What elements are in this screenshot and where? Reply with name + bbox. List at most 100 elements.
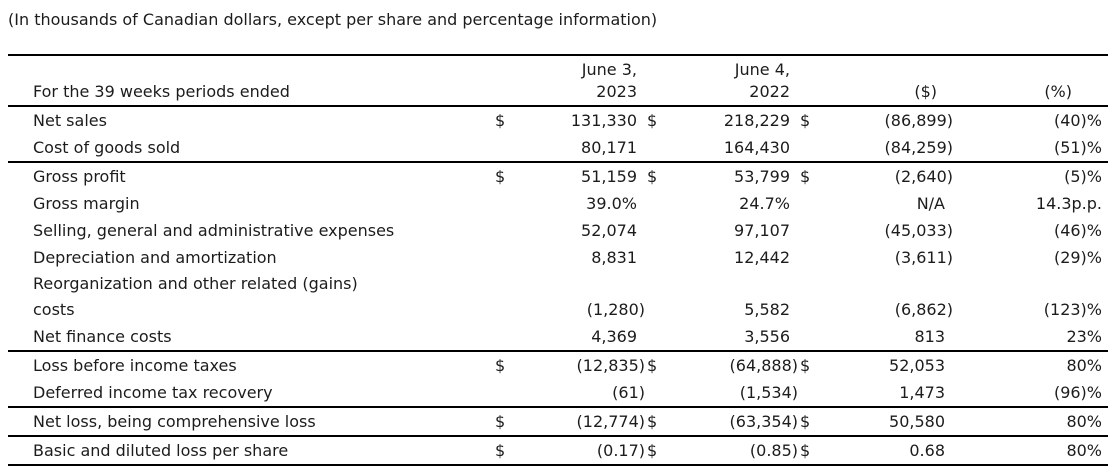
- change-dollar: (2,640): [894, 167, 953, 186]
- value-2022: (0.85): [749, 441, 798, 460]
- dollar-sign: [470, 190, 510, 217]
- dollar-sign: $: [647, 167, 658, 186]
- dollar-sign: [645, 323, 665, 351]
- change-dollar: 0.68: [909, 441, 945, 460]
- row-label: Basic and diluted loss per share: [33, 441, 289, 460]
- row-label: Loss before income taxes: [33, 356, 237, 375]
- change-percent: 80%: [1066, 356, 1102, 375]
- dollar-sign: [798, 271, 818, 323]
- header-row-labels: For the 39 weeks periods ended 2023 2022…: [8, 81, 1108, 106]
- value-2023: 39.0%: [586, 194, 637, 213]
- table-header: June 3, June 4, For the 39 weeks periods…: [8, 55, 1108, 106]
- row-label: Deferred income tax recovery: [33, 383, 273, 402]
- value-2022: 24.7%: [739, 194, 790, 213]
- change-dollar: 813: [914, 327, 945, 346]
- dollar-sign: [645, 134, 665, 162]
- dollar-sign: [798, 379, 818, 407]
- value-2023: 4,369: [591, 327, 637, 346]
- dollar-sign: [470, 323, 510, 351]
- date-2023-header-line2: 2023: [596, 82, 637, 101]
- table-row: Net sales $131,330 $218,229 $ (86,899) (40)%: [8, 106, 1108, 134]
- dollar-sign: $: [647, 111, 658, 130]
- header-spacer: [8, 55, 470, 81]
- value-2022: (63,354): [729, 412, 798, 431]
- dollar-sign: [470, 271, 510, 323]
- dollar-sign: $: [495, 111, 506, 130]
- value-2023: (61): [612, 383, 645, 402]
- value-2023: 52,074: [581, 221, 637, 240]
- table-row: Loss before income taxes $ (12,835) $ (64,88…: [8, 351, 1108, 379]
- change-dollar: 1,473: [899, 383, 945, 402]
- row-label: Cost of goods sold: [33, 138, 181, 157]
- dollar-sign: [645, 217, 665, 244]
- table-row: Selling, general and administrative expe…: [8, 217, 1108, 244]
- dollar-sign: [645, 379, 665, 407]
- dollar-sign: [798, 217, 818, 244]
- row-label: Selling, general and administrative expe…: [33, 221, 395, 240]
- row-label: Net loss, being comprehensive loss: [33, 412, 316, 431]
- value-2023: (12,835): [576, 356, 645, 375]
- value-2023: (0.17): [596, 441, 645, 460]
- table-row: Gross profit $51,159 $53,799 $ (2,640) (5)%: [8, 162, 1108, 190]
- value-2022: 218,229: [723, 111, 790, 130]
- change-dollar: 52,053: [889, 356, 945, 375]
- value-2022: 164,430: [723, 138, 790, 157]
- dollar-sign: $: [647, 441, 658, 460]
- dollar-sign: [798, 244, 818, 271]
- header-row-dates: June 3, June 4,: [8, 55, 1108, 81]
- header-spacer: [470, 55, 510, 81]
- value-2023: 131,330: [570, 111, 637, 130]
- units-caption: (In thousands of Canadian dollars, excep…: [8, 10, 658, 29]
- value-2022: 3,556: [744, 327, 790, 346]
- change-percent: (123)%: [1043, 300, 1102, 319]
- dollar-sign: $: [495, 412, 506, 431]
- change-percent: (96)%: [1053, 383, 1102, 402]
- dollar-sign: [470, 217, 510, 244]
- row-label: Depreciation and amortization: [33, 248, 277, 267]
- change-percent: 80%: [1066, 441, 1102, 460]
- dollar-sign: [798, 323, 818, 351]
- dollar-sign: $: [647, 356, 658, 375]
- change-percent: (5)%: [1064, 167, 1102, 186]
- period-header: For the 39 weeks periods ended: [33, 82, 290, 101]
- dollar-sign: $: [647, 412, 658, 431]
- value-2022: 5,582: [744, 300, 790, 319]
- dollar-sign: [470, 379, 510, 407]
- header-spacer: [818, 55, 953, 81]
- date-2022-header-line1: June 4,: [734, 60, 790, 79]
- financial-table: June 3, June 4, For the 39 weeks periods…: [8, 54, 1108, 466]
- value-2022: 97,107: [734, 221, 790, 240]
- header-spacer: [798, 81, 818, 106]
- change-dollar: (84,259): [884, 138, 953, 157]
- change-dollar: 50,580: [889, 412, 945, 431]
- dollar-sign: $: [800, 167, 811, 186]
- dollar-sign: [645, 190, 665, 217]
- table-row: Cost of goods sold 80,171 164,430 (84,259) (…: [8, 134, 1108, 162]
- table-row: Net loss, being comprehensive loss $ (12,7…: [8, 407, 1108, 436]
- dollar-sign: [798, 134, 818, 162]
- change-dollar: (45,033): [884, 221, 953, 240]
- header-spacer: [645, 81, 665, 106]
- header-spacer: [645, 55, 665, 81]
- change-percent: (29)%: [1053, 248, 1102, 267]
- table-row: Gross margin 39.0% 24.7% N/A 14.3p.p.: [8, 190, 1108, 217]
- value-2023: 80,171: [581, 138, 637, 157]
- value-2023: (12,774): [576, 412, 645, 431]
- value-2022: (64,888): [729, 356, 798, 375]
- table-row: Depreciation and amortization 8,831 12,442…: [8, 244, 1108, 271]
- date-2022-header-line2: 2022: [749, 82, 790, 101]
- change-percent: 80%: [1066, 412, 1102, 431]
- change-percent: 23%: [1066, 327, 1102, 346]
- table-body: Net sales $131,330 $218,229 $ (86,899) (40)% C…: [8, 106, 1108, 465]
- header-spacer: [798, 55, 818, 81]
- change-dollar: (3,611): [894, 248, 953, 267]
- header-spacer: [470, 81, 510, 106]
- table-row: Reorganization and other related (gains)…: [8, 271, 1108, 323]
- row-label: Gross profit: [33, 167, 126, 186]
- date-2023-header-line1: June 3,: [581, 60, 637, 79]
- row-label: Gross margin: [33, 194, 140, 213]
- table-row: Net finance costs 4,369 3,556 813 23%: [8, 323, 1108, 351]
- value-2022: (1,534): [739, 383, 798, 402]
- change-percent: (46)%: [1053, 221, 1102, 240]
- change-percent-header: (%): [1044, 82, 1072, 101]
